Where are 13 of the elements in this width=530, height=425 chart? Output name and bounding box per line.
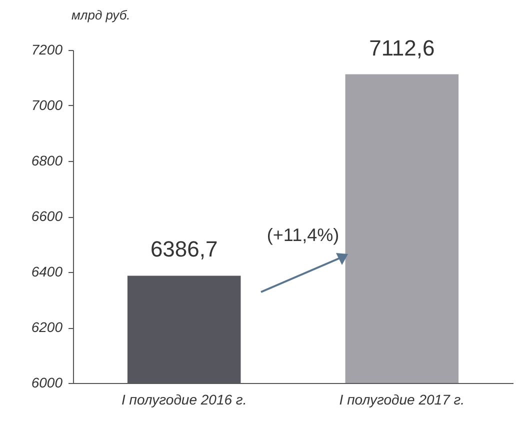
y-tick-label: 6200 — [31, 319, 63, 335]
y-tick-label: 6600 — [31, 208, 63, 224]
x-tick-label: I полугодие 2016 г. — [121, 392, 247, 408]
y-tick-label: 6400 — [31, 264, 63, 280]
y-axis-title: млрд руб. — [72, 8, 130, 22]
data-label: 6386,7 — [150, 236, 218, 262]
y-tick-label: 7000 — [31, 97, 63, 113]
y-tick-label: 6800 — [31, 152, 63, 168]
data-label: 7112,6 — [369, 35, 435, 60]
x-tick-label: I полугодие 2017 г. — [339, 392, 465, 408]
annotation: (+11,4%) — [266, 225, 340, 245]
y-tick-label: 7200 — [31, 42, 63, 58]
y-tick-label: 6000 — [31, 374, 63, 390]
